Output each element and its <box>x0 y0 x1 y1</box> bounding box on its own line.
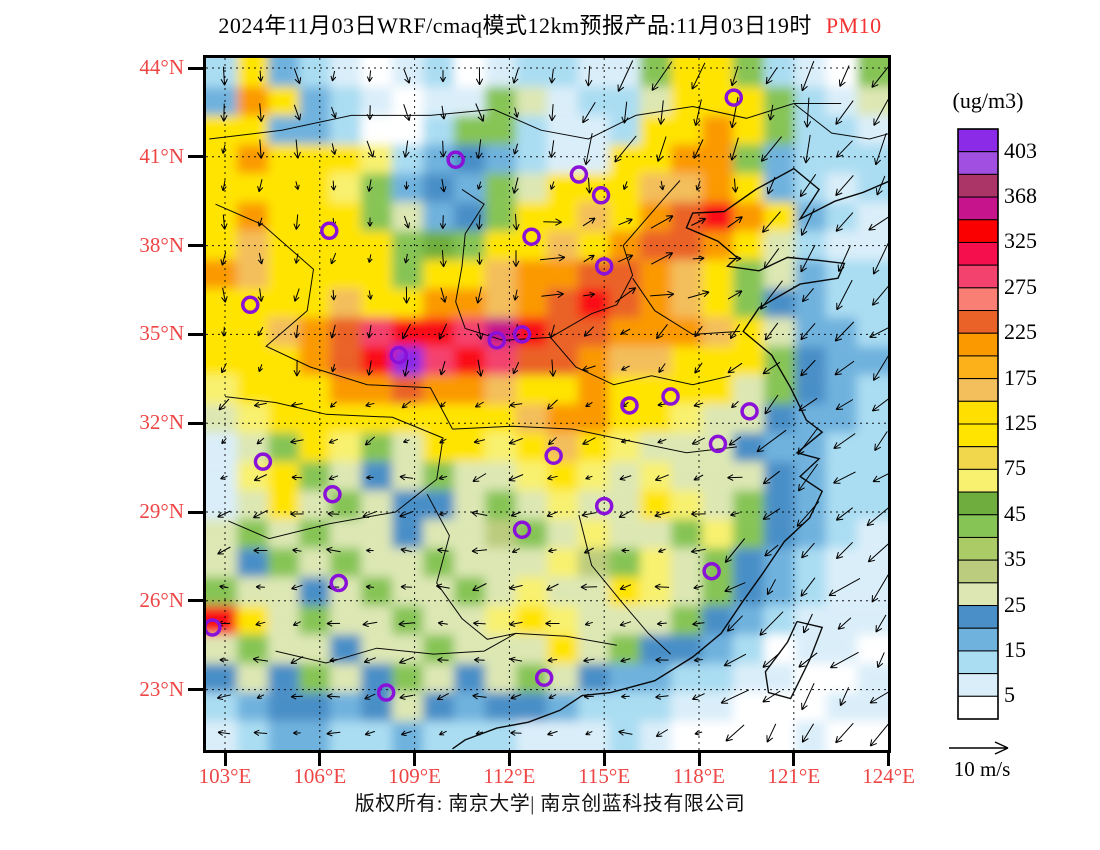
title-pollutant-label: PM10 <box>825 13 882 38</box>
x-tick-mark <box>223 753 227 766</box>
wind-reference-arrow <box>946 738 1018 761</box>
legend-tick-label: 5 <box>1004 682 1015 708</box>
legend-tick-label: 35 <box>1004 546 1026 572</box>
station-marker <box>320 221 339 241</box>
station-marker <box>323 484 342 504</box>
station-marker <box>724 88 744 107</box>
station-marker <box>446 150 465 170</box>
station-marker <box>512 325 532 344</box>
legend-units-label: (ug/m3) <box>952 88 1024 113</box>
station-marker <box>594 257 614 276</box>
station-marker <box>376 683 396 702</box>
y-tick-mark <box>188 421 203 425</box>
legend-tick-label: 15 <box>1004 636 1026 662</box>
colorbar-graphic <box>957 128 999 720</box>
x-tick-mark <box>413 753 417 766</box>
legend-tick-label: 275 <box>1004 273 1037 299</box>
x-tick-label: 115°E <box>578 764 631 788</box>
x-tick-label: 103°E <box>198 764 252 788</box>
station-marker <box>534 668 554 688</box>
x-tick-mark <box>887 753 891 766</box>
x-tick-label: 109°E <box>388 764 441 788</box>
y-tick-label: 41°N <box>139 143 184 168</box>
title-text: 2024年11月03日WRF/cmaq模式12km预报产品:11月03日19时 <box>218 13 812 38</box>
y-tick-mark <box>188 510 203 514</box>
station-marker <box>389 345 409 365</box>
station-marker <box>569 165 589 184</box>
station-marker <box>206 618 222 637</box>
station-marker <box>544 446 563 466</box>
station-marker <box>241 295 260 315</box>
y-tick-mark <box>188 332 203 336</box>
station-marker <box>740 402 759 421</box>
y-tick-label: 26°N <box>139 587 184 612</box>
x-tick-label: 106°E <box>293 764 347 788</box>
y-tick-mark <box>188 688 203 692</box>
legend-tick-label: 125 <box>1004 410 1037 435</box>
x-tick-label: 118°E <box>673 764 725 788</box>
station-marker <box>620 396 639 415</box>
x-tick-mark <box>792 753 796 766</box>
legend-tick-label: 175 <box>1004 364 1037 390</box>
y-tick-label: 35°N <box>139 321 184 346</box>
station-marker <box>253 452 273 471</box>
y-tick-mark <box>188 599 203 603</box>
station-marker <box>512 520 532 540</box>
legend-tick-label: 25 <box>1004 591 1026 617</box>
y-tick-mark <box>188 244 203 248</box>
y-tick-label: 38°N <box>139 232 184 257</box>
pm10-forecast-map <box>206 58 888 750</box>
station-marker <box>594 496 614 516</box>
station-marker <box>487 331 507 350</box>
map-frame <box>203 55 891 753</box>
copyright-text: 版权所有: 南京大学| 南京创蓝科技有限公司 <box>354 793 746 815</box>
x-tick-mark <box>507 753 511 766</box>
x-tick-label: 124°E <box>862 764 915 788</box>
station-marker <box>708 434 728 454</box>
y-tick-label: 32°N <box>139 410 184 435</box>
legend-colorbar <box>957 128 999 725</box>
station-marker <box>522 227 541 246</box>
x-tick-mark <box>318 753 322 766</box>
y-tick-label: 29°N <box>139 499 184 523</box>
y-tick-mark <box>188 155 203 159</box>
page-title: 2024年11月03日WRF/cmaq模式12km预报产品:11月03日19时 P… <box>0 8 1100 40</box>
y-tick-label: 44°N <box>139 55 184 79</box>
x-tick-label: 112°E <box>483 764 536 788</box>
legend-tick-label: 75 <box>1004 455 1026 481</box>
legend-tick-label: 325 <box>1004 228 1037 254</box>
y-tick-label: 23°N <box>139 676 184 701</box>
legend-tick-label: 45 <box>1004 500 1026 526</box>
station-marker <box>661 387 680 406</box>
legend-tick-label: 403 <box>1004 137 1037 163</box>
station-marker <box>329 573 349 593</box>
y-tick-mark <box>188 66 203 70</box>
x-tick-mark <box>697 753 701 766</box>
station-marker <box>591 186 611 205</box>
wind-reference-label: 10 m/s <box>953 757 1011 781</box>
x-tick-label: 121°E <box>767 764 821 788</box>
station-marker <box>702 561 721 581</box>
x-tick-mark <box>602 753 606 766</box>
legend-tick-label: 368 <box>1004 183 1037 209</box>
legend-tick-label: 225 <box>1004 319 1037 345</box>
